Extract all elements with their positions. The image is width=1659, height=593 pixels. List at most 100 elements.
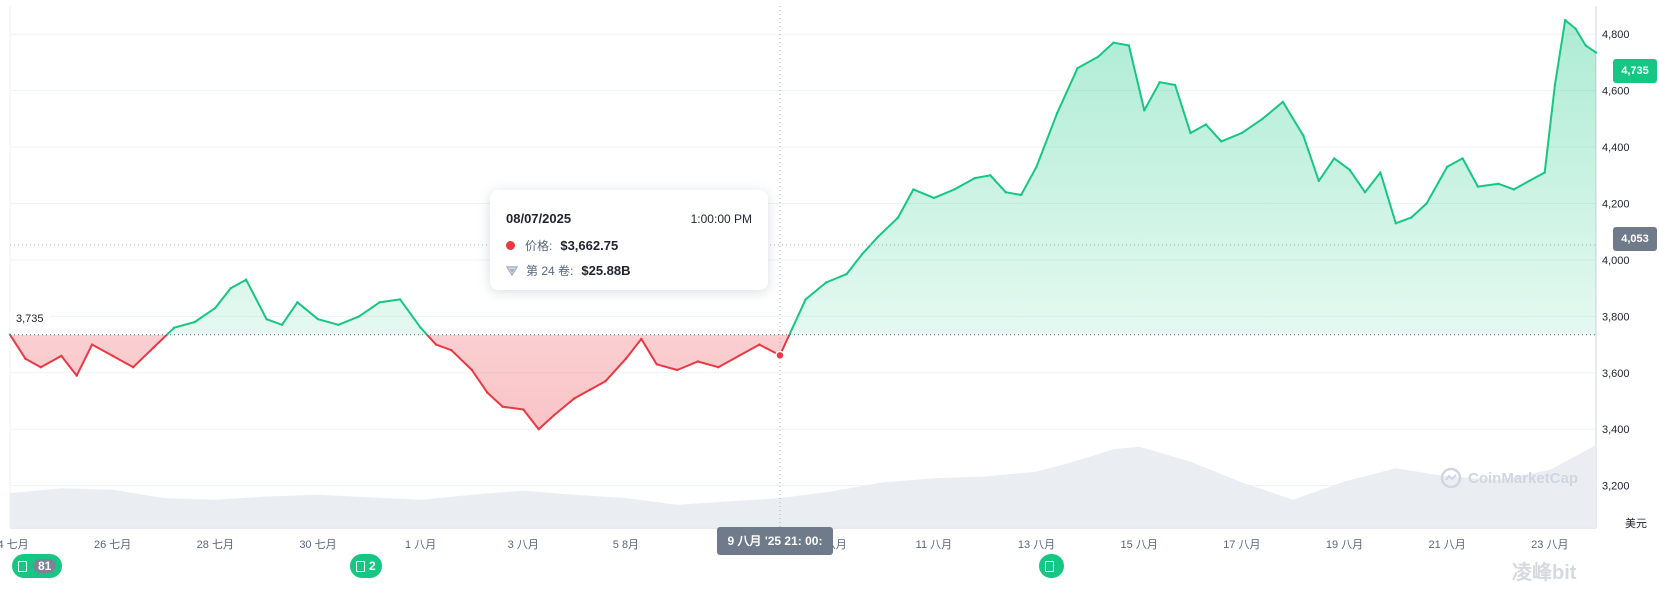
price-point (1035, 165, 1038, 168)
y-tick-label: 4,600 (1602, 86, 1630, 98)
watermark-text: CoinMarketCap (1468, 469, 1579, 487)
price-point (537, 428, 540, 431)
price-point (450, 349, 453, 352)
price-point (1461, 157, 1464, 160)
price-point (953, 188, 956, 191)
price-point (434, 343, 438, 346)
x-tick-label: 26 七月 (94, 538, 131, 551)
tooltip-price-label: 价格: (525, 239, 553, 253)
y-tick-label: 3,400 (1602, 424, 1630, 436)
price-point (1574, 27, 1577, 30)
tooltip-time: 1:00:00 PM (690, 211, 752, 226)
price-point (804, 298, 807, 301)
price-point (1261, 117, 1264, 121)
cursor-time-label: 9 八月 '25 21: 00: (717, 527, 833, 555)
price-point (378, 301, 381, 304)
x-tick-label: 11 八月 (916, 539, 952, 551)
price-point (24, 357, 27, 360)
document-icon (356, 560, 365, 572)
price-point (75, 374, 78, 377)
price-point (486, 391, 489, 394)
price-point (152, 346, 155, 349)
price-point (1410, 216, 1413, 219)
price-point (1204, 123, 1208, 126)
coinmarketcap-watermark: CoinMarketCap (1440, 467, 1578, 489)
price-point (1425, 202, 1428, 205)
price-point (1220, 140, 1223, 143)
price-point (973, 176, 977, 180)
volume-area (10, 445, 1596, 528)
price-point (1594, 51, 1598, 54)
price-point (132, 366, 135, 369)
price-point (1240, 131, 1244, 135)
price-point (357, 315, 361, 318)
price-point (1281, 100, 1285, 104)
price-point (337, 323, 340, 326)
price-point (1497, 182, 1500, 185)
current-price-tag: 4,735 (1613, 59, 1657, 83)
price-point (1055, 112, 1059, 115)
x-tick-label: 24 七月 (0, 538, 29, 551)
price-point (1553, 83, 1557, 87)
price-point (1379, 171, 1382, 174)
event-count: 2 (369, 559, 376, 573)
price-point (824, 281, 828, 284)
price-point (1317, 179, 1321, 183)
event-count: 81 (33, 559, 57, 573)
price-point (1476, 185, 1480, 188)
tooltip-price-value: $3,662.75 (560, 238, 619, 253)
news-event-pin[interactable]: 81 (12, 554, 63, 578)
currency-unit-label: 美元 (1625, 518, 1647, 530)
price-point (758, 343, 761, 346)
price-point (655, 363, 658, 366)
price-point (296, 301, 299, 304)
price-point (470, 368, 474, 372)
x-tick-label: 30 七月 (299, 538, 336, 551)
x-tick-label: 3 八月 (508, 539, 539, 551)
price-point (1019, 193, 1023, 197)
price-line-above-baseline (9, 19, 1597, 335)
price-dot-icon (506, 241, 515, 250)
price-point (1512, 188, 1516, 191)
price-point (604, 380, 607, 383)
price-point (717, 366, 720, 369)
price-point (1528, 179, 1531, 183)
price-point (640, 337, 643, 341)
x-tick-label: 28 七月 (197, 538, 234, 551)
price-point (588, 388, 592, 391)
volume-icon (506, 265, 518, 276)
price-point (1189, 131, 1192, 135)
price-point (1543, 171, 1546, 174)
price-point (1394, 222, 1398, 225)
price-point (398, 298, 402, 301)
price-point (896, 216, 900, 219)
price-point (1096, 55, 1100, 58)
brand-watermark: 凌峰bit (1512, 562, 1577, 584)
price-point (419, 326, 422, 329)
news-event-pin[interactable] (1039, 554, 1064, 578)
price-point (111, 354, 114, 358)
price-point (845, 272, 848, 276)
price-point (39, 366, 42, 369)
document-icon (1045, 560, 1054, 572)
x-tick-label: 19 八月 (1326, 539, 1363, 551)
price-point (173, 326, 176, 329)
price-point (244, 278, 248, 281)
y-tick-label: 3,200 (1602, 481, 1630, 493)
price-point (316, 318, 320, 321)
price-point (501, 405, 504, 408)
price-point (1363, 191, 1367, 194)
price-point (552, 413, 556, 417)
price-point (522, 408, 525, 411)
x-tick-label: 23 八月 (1531, 539, 1568, 551)
price-point (1173, 83, 1177, 87)
hover-point (775, 350, 785, 361)
price-point (912, 188, 915, 191)
price-point (193, 320, 196, 324)
price-point (860, 253, 864, 256)
news-event-pin[interactable]: 2 (350, 554, 382, 578)
price-point (932, 196, 936, 200)
price-point (624, 357, 628, 360)
